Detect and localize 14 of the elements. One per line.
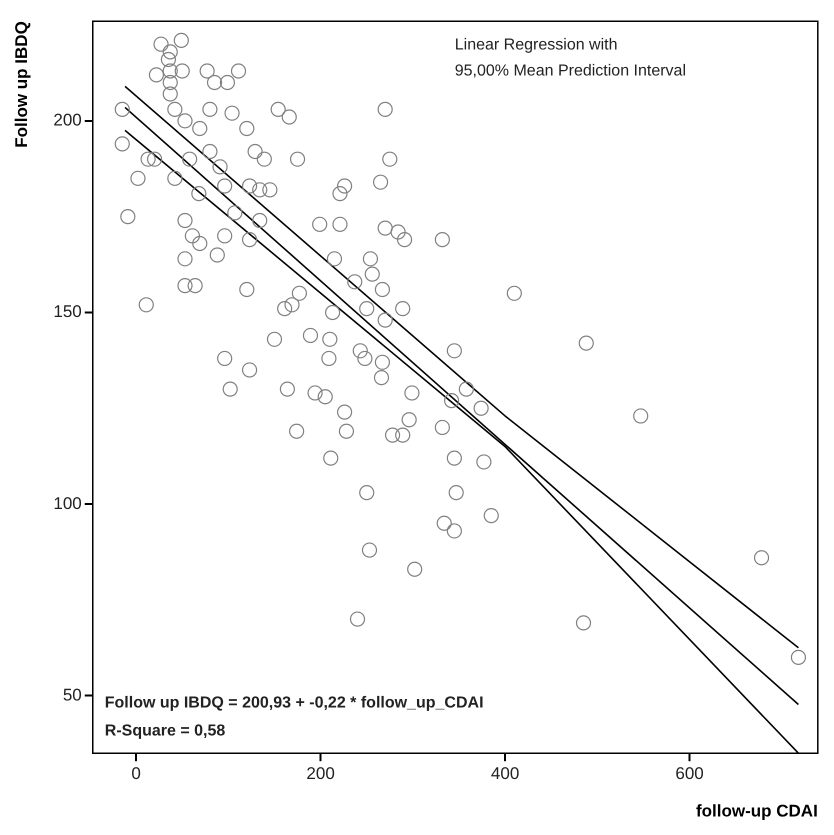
y-tick-label: 150 (53, 302, 82, 322)
y-tick-label: 50 (62, 685, 82, 704)
x-tick-label: 200 (306, 764, 335, 784)
x-axis-title: follow-up CDAI (696, 801, 818, 820)
x-tick-label: 600 (675, 764, 704, 784)
y-tick-label: 200 (53, 110, 82, 130)
x-tick-label: 400 (490, 764, 520, 784)
annotation: Linear Regression with (454, 36, 618, 54)
annotation: 95,00% Mean Prediction Interval (454, 62, 686, 80)
y-axis-title: Follow up IBDQ (12, 21, 31, 148)
x-tick-label: 0 (131, 764, 141, 784)
y-tick-label: 100 (53, 494, 82, 513)
annotation: Follow up IBDQ = 200,93 + -0,22 * follow_up_CDAI (104, 694, 484, 712)
annotation: R-Square = 0,58 (104, 722, 226, 740)
